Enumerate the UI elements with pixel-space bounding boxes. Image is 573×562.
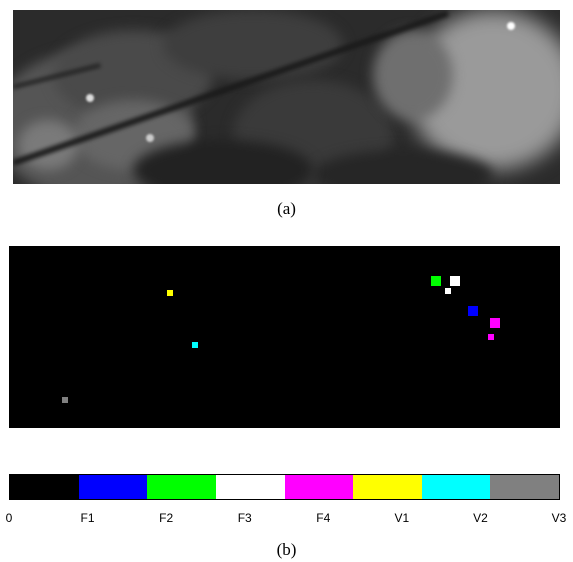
colorbar-segment (421, 475, 491, 499)
colorbar-tick-label: V2 (473, 511, 488, 525)
colorbar (9, 474, 560, 500)
target-marker-f1 (468, 306, 478, 316)
target-marker-f3 (445, 288, 451, 294)
colorbar-tick-label: F3 (237, 511, 252, 525)
colorbar-tick-label: V1 (394, 511, 410, 525)
target-marker-f4 (490, 318, 500, 328)
colorbar-tick-label: 0 (5, 511, 13, 525)
colorbar-segment (353, 475, 422, 499)
target-marker-f3 (450, 276, 460, 286)
colorbar-tick-label: F2 (159, 511, 174, 525)
target-marker-v2 (192, 342, 198, 348)
colorbar-segment (10, 475, 79, 499)
bright-spot (86, 94, 94, 102)
bright-spot (146, 134, 154, 142)
target-marker-v1 (167, 290, 173, 296)
colorbar-tick-label: F4 (316, 511, 331, 525)
target-marker-v3 (62, 397, 68, 403)
colorbar-segment (215, 475, 285, 499)
aerial-image (13, 10, 560, 184)
target-map (9, 246, 560, 428)
target-marker-f2 (431, 276, 441, 286)
target-marker-f4 (488, 334, 494, 340)
colorbar-tick-label: V3 (551, 511, 567, 525)
colorbar-tick-label: F1 (80, 511, 95, 525)
colorbar-segment (490, 475, 559, 499)
caption-b: (b) (276, 540, 297, 559)
caption-a: (a) (277, 199, 296, 218)
colorbar-segment (284, 475, 354, 499)
bright-spot (507, 22, 515, 30)
colorbar-segment (78, 475, 148, 499)
colorbar-segment (147, 475, 216, 499)
